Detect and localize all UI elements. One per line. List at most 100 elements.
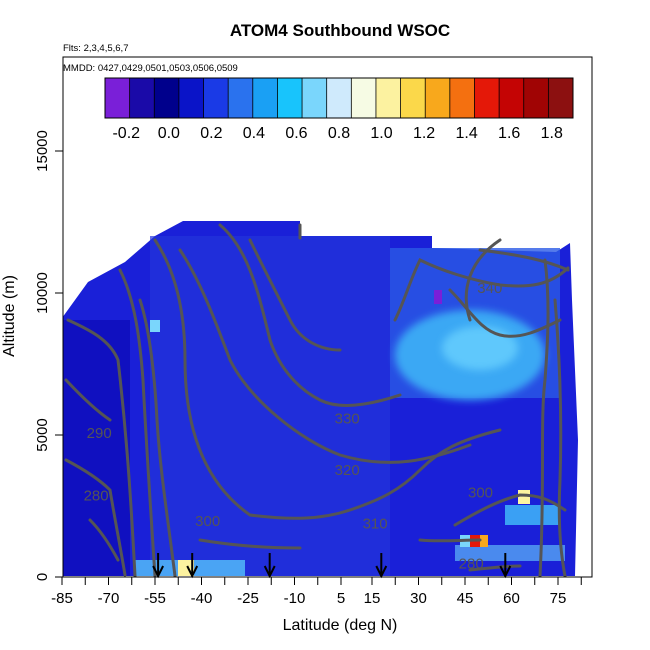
colorbar-tick-label: 1.4 <box>456 125 478 142</box>
x-tick-label: 30 <box>410 590 427 607</box>
x-tick-label: 60 <box>503 590 520 607</box>
colorbar-cell <box>499 78 525 118</box>
contour-line <box>478 248 570 272</box>
y-tick-label: 5000 <box>34 418 51 451</box>
x-axis: -85 -70 -55 -40 -25 -10 5 15 30 45 60 75 <box>51 576 588 607</box>
hotspot-orange <box>480 535 488 547</box>
colorbar-cell <box>425 78 451 118</box>
contour-label: 280 <box>459 555 484 572</box>
contour-label: 280 <box>84 487 109 504</box>
x-tick-label: 15 <box>364 590 381 607</box>
hotspot-cyan-sw <box>150 320 160 332</box>
contour-line <box>118 268 157 577</box>
heatmap-field <box>63 221 578 576</box>
colorbar-tick-label: 0.4 <box>243 125 265 142</box>
flight-arrows <box>152 553 512 579</box>
colorbar-cell <box>105 78 131 118</box>
contour-label: 300 <box>195 513 220 530</box>
y-tick-label: 10000 <box>34 272 51 314</box>
flight-arrow <box>152 553 164 579</box>
contour-line <box>393 257 570 322</box>
y-tick-label: 0 <box>34 573 51 581</box>
contour-label: 330 <box>335 411 360 428</box>
y-axis: 0 5000 10000 15000 <box>34 130 64 581</box>
colorbar-tick-label: 0.2 <box>200 125 222 142</box>
colorbar-cells <box>105 78 574 118</box>
contour-label: 310 <box>363 516 388 533</box>
contour-labels: 290 280 300 330 320 310 300 340 280 <box>84 280 503 572</box>
contour-line <box>468 564 522 572</box>
colorbar-cell <box>375 78 402 118</box>
x-tick-label: -10 <box>284 590 306 607</box>
y-axis-label: Altitude (m) <box>1 275 18 357</box>
x-tick-label: 5 <box>337 590 345 607</box>
contour-line <box>418 538 482 543</box>
contour-line <box>64 378 112 422</box>
field-highlight-low <box>455 545 565 561</box>
contour-line <box>64 458 127 577</box>
colorbar-tick-label: 1.2 <box>413 125 435 142</box>
flight-arrow <box>263 553 276 579</box>
colorbar-cell <box>129 78 155 118</box>
flight-arrow <box>186 553 199 579</box>
contour-line <box>464 238 502 322</box>
x-tick-label: -25 <box>237 590 259 607</box>
colorbar-cell <box>154 78 180 118</box>
chart-title: ATOM4 Southbound WSOC <box>230 21 450 40</box>
contour-label: 300 <box>468 484 493 501</box>
colorbar-cell <box>548 78 574 118</box>
x-tick-label: -40 <box>191 590 213 607</box>
colorbar-cell <box>400 78 426 118</box>
hotspot-yellow-ne <box>518 490 530 504</box>
colorbar-cell <box>326 78 352 118</box>
contour-label: 320 <box>335 462 360 479</box>
contour-line <box>88 518 120 562</box>
contour-line <box>453 493 567 527</box>
x-axis-label: Latitude (deg N) <box>283 617 398 634</box>
colorbar-tick-label: 0.8 <box>328 125 350 142</box>
contour-line <box>138 298 177 577</box>
colorbar-cell <box>449 78 475 118</box>
x-tick-label: 75 <box>550 590 567 607</box>
flight-arrow <box>499 553 512 579</box>
contour-line <box>218 223 402 407</box>
colorbar-ticks: -0.2 0.0 0.2 0.4 0.6 0.8 1.0 1.2 1.4 1.6 1.8 <box>112 125 562 142</box>
colorbar-cell <box>228 78 254 118</box>
dates-label: MMDD: 0427,0429,0501,0503,0506,0509 <box>63 63 238 74</box>
x-tick-label: 45 <box>457 590 474 607</box>
contour-line <box>553 298 567 577</box>
colorbar-cell <box>474 78 500 118</box>
colorbar-cell <box>252 78 278 118</box>
x-tick-label: -55 <box>144 590 166 607</box>
y-tick-label: 15000 <box>34 130 51 172</box>
colorbar-cell <box>523 78 549 118</box>
contour-line <box>66 318 137 577</box>
flights-label: Flts: 2,3,4,5,6,7 <box>63 43 128 54</box>
colorbar-tick-label: 1.0 <box>370 125 392 142</box>
field-highlight-ne <box>505 505 560 525</box>
contour-line <box>153 238 502 520</box>
contour-line <box>178 248 472 464</box>
colorbar-frame <box>104 77 574 119</box>
contour-lines <box>64 223 570 577</box>
colorbar-cell <box>351 78 377 118</box>
colorbar-tick-label: -0.2 <box>112 125 140 142</box>
x-tick-label: -85 <box>51 590 73 607</box>
contour-line <box>198 538 302 550</box>
colorbar-cell <box>277 78 303 118</box>
colorbar-tick-label: 0.6 <box>285 125 307 142</box>
colorbar-tick-label: 1.6 <box>498 125 520 142</box>
hotspot-purple <box>434 290 442 304</box>
colorbar-cell <box>302 78 328 118</box>
contour-label: 340 <box>477 280 502 297</box>
colorbar-cell <box>203 78 229 118</box>
colorbar-cell <box>178 78 205 118</box>
colorbar: -0.2 0.0 0.2 0.4 0.6 0.8 1.0 1.2 1.4 1.6 1.8 <box>104 77 574 142</box>
contour-line <box>248 238 342 352</box>
flight-arrow <box>375 553 388 579</box>
field-highlight-core <box>442 326 518 370</box>
contour-label: 290 <box>87 425 112 442</box>
colorbar-tick-label: 1.8 <box>541 125 563 142</box>
x-tick-label: -70 <box>98 590 120 607</box>
